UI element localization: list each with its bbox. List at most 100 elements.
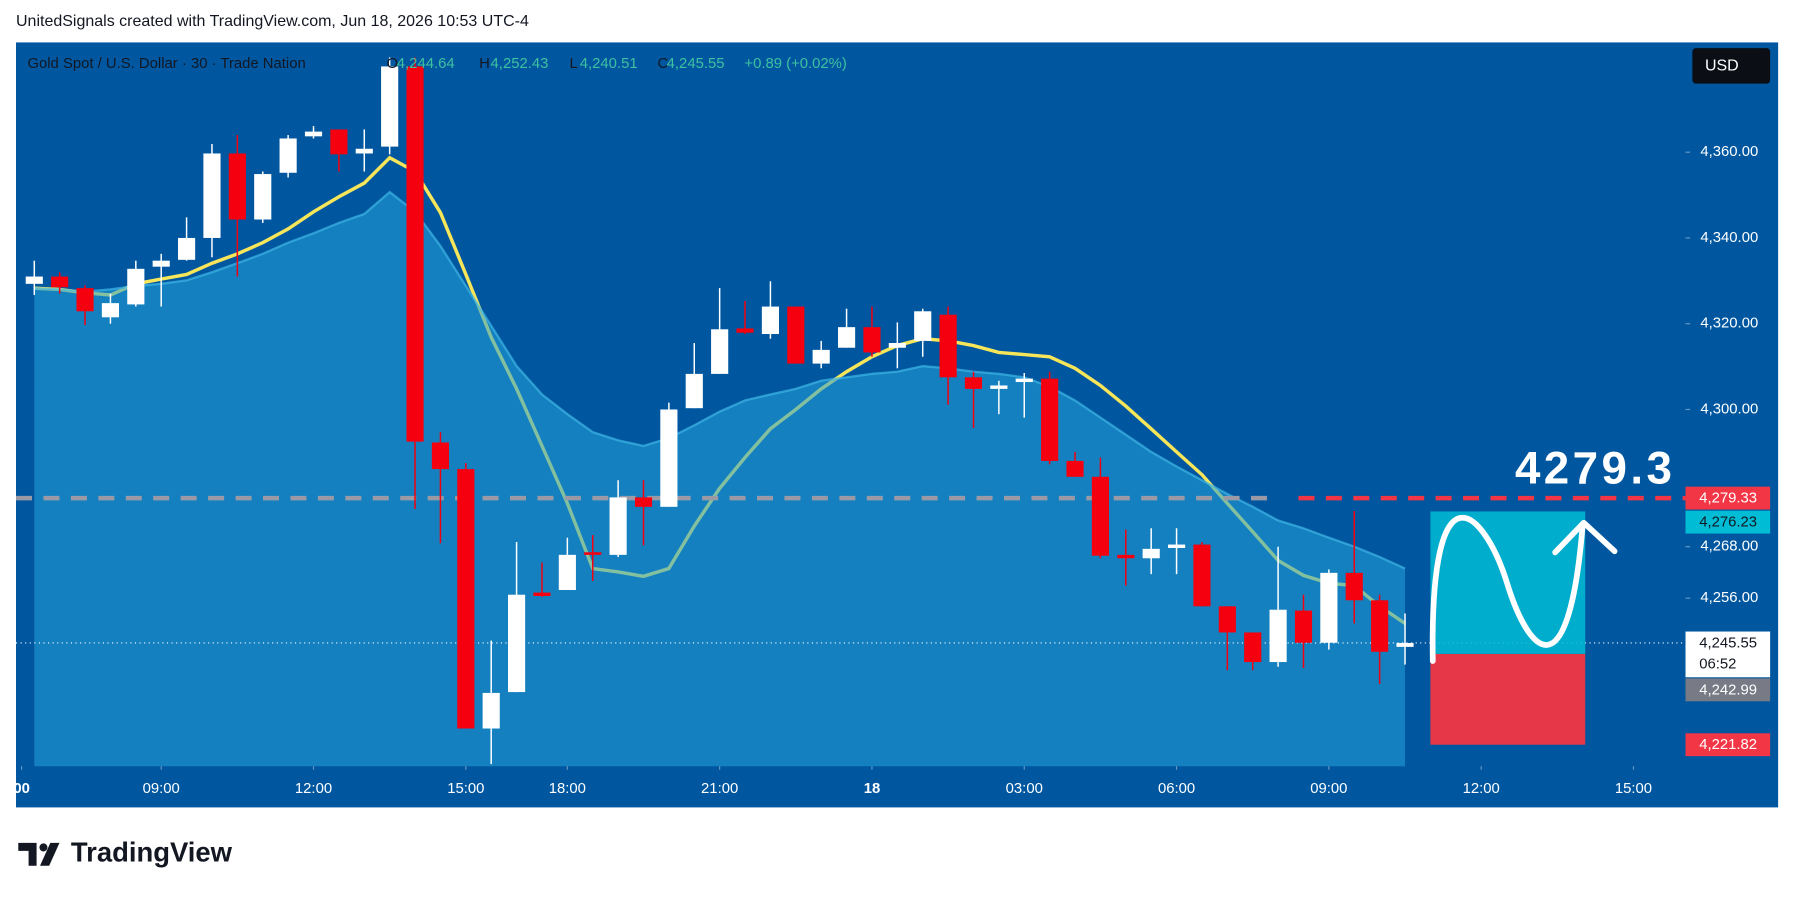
candle-body (837, 327, 856, 348)
logo-mark (40, 842, 60, 866)
candle-body (1041, 378, 1059, 461)
candle-body (203, 153, 221, 238)
candle-body (964, 377, 983, 389)
price-label-box (1685, 631, 1771, 678)
candle-body (482, 692, 500, 729)
x-tick-label: 09:00 (143, 781, 180, 797)
candle-body (1015, 378, 1033, 383)
candle-body (279, 138, 297, 173)
candle-body (1066, 460, 1084, 477)
candle-body (1244, 632, 1262, 663)
candle-body (76, 288, 94, 312)
candle-body (1345, 572, 1363, 601)
candle-body (736, 328, 754, 333)
x-tick-label: 00 (13, 781, 30, 797)
projection-arrow-head (1552, 519, 1618, 556)
candle-body (178, 237, 196, 260)
price-label: 4,276.23 (1699, 515, 1757, 531)
moving-average-area-edge (34, 190, 1406, 570)
currency-button (1692, 48, 1771, 84)
y-tick-label: 4,300.00 (1700, 401, 1758, 417)
candle-body (939, 314, 957, 378)
x-tick-label: 09:00 (1310, 781, 1347, 797)
ohlc-key: L (569, 56, 577, 72)
ohlc-key: H (479, 56, 490, 72)
ohlc-key: C (658, 56, 669, 72)
countdown: 06:52 (1699, 657, 1736, 673)
candle-body (330, 129, 348, 155)
footer-brand: TradingView (71, 837, 233, 868)
y-tick-label: 4,268.00 (1700, 539, 1758, 555)
candle-body (1117, 554, 1135, 559)
candle-body (508, 594, 526, 693)
price-label-box (1685, 678, 1771, 702)
ohlc-value: 4,240.51 (580, 56, 638, 72)
price-label: 4,242.99 (1699, 682, 1757, 698)
candle-body (609, 497, 627, 555)
x-tick-label: 12:00 (1463, 781, 1500, 797)
ohlc-value: 4,252.43 (491, 56, 549, 72)
candle-body (660, 409, 678, 507)
plot: 4279.3 4,360.00 4,340.00 4,320.00 4,300.00 4,… (13, 48, 1771, 797)
y-tick-label: 4,340.00 (1700, 230, 1758, 246)
candle-body (1142, 548, 1160, 559)
x-tick-label: 15:00 (447, 781, 484, 797)
candle-body (1167, 544, 1186, 548)
annotation: 4279.3 (1515, 442, 1675, 493)
symbol-title: Gold Spot / U.S. Dollar · 30 · Trade Nat… (27, 56, 305, 72)
candle-body (888, 343, 906, 348)
candle-body (431, 442, 450, 470)
candle-body (812, 349, 830, 364)
candle-body (685, 373, 703, 409)
candle-body (990, 385, 1008, 389)
candle-body (51, 276, 69, 288)
candle-body (1269, 609, 1287, 663)
candle-body (228, 153, 246, 220)
change: +0.89 (+0.02%) (744, 56, 846, 72)
candle-body (1396, 642, 1414, 647)
candle-body (457, 469, 475, 729)
candle-body (558, 554, 576, 591)
ohlc-value: 4,245.55 (667, 56, 725, 72)
position-loss (1430, 653, 1586, 745)
ohlc-key: O (387, 56, 399, 72)
x-tick-label: 12:00 (295, 781, 332, 797)
price-label: 4,221.82 (1699, 737, 1757, 753)
candle-body (1320, 572, 1338, 643)
candle-body (634, 497, 653, 507)
x-tick-label: 06:00 (1158, 781, 1195, 797)
candle-body (127, 268, 145, 305)
x-tick-label: 18 (864, 781, 881, 797)
candle-body (101, 303, 120, 318)
candle-body (152, 260, 170, 267)
candle-body (787, 306, 805, 364)
candle-body (1371, 600, 1389, 652)
candle-body (381, 66, 399, 147)
price-label-box (1685, 510, 1771, 534)
candle-body (406, 66, 424, 442)
x-tick-label: 18:00 (549, 781, 586, 797)
x-tick-label: 21:00 (701, 781, 738, 797)
candle-body (304, 131, 323, 137)
logo-mark (18, 842, 37, 866)
currency-label: USD (1705, 58, 1739, 75)
candle-body (1193, 544, 1211, 607)
y-tick-label: 4,320.00 (1700, 316, 1758, 332)
x-tick-label: 15:00 (1615, 781, 1652, 797)
candle-body (533, 592, 551, 597)
candle-body (1091, 476, 1109, 556)
x-tick-label: 03:00 (1006, 781, 1043, 797)
candle-body (1294, 610, 1313, 643)
projection-arrow (1429, 514, 1586, 664)
price-label-box (1685, 733, 1771, 757)
candle-body (355, 148, 373, 154)
candle-body (863, 327, 881, 353)
logo-dot (39, 843, 48, 852)
candle-body (254, 174, 272, 220)
logo (18, 842, 60, 866)
y-tick-label: 4,256.00 (1700, 590, 1758, 606)
y-tick-label: 4,360.00 (1700, 144, 1758, 160)
price-label-box (1685, 486, 1771, 510)
candle-body (1218, 606, 1236, 633)
